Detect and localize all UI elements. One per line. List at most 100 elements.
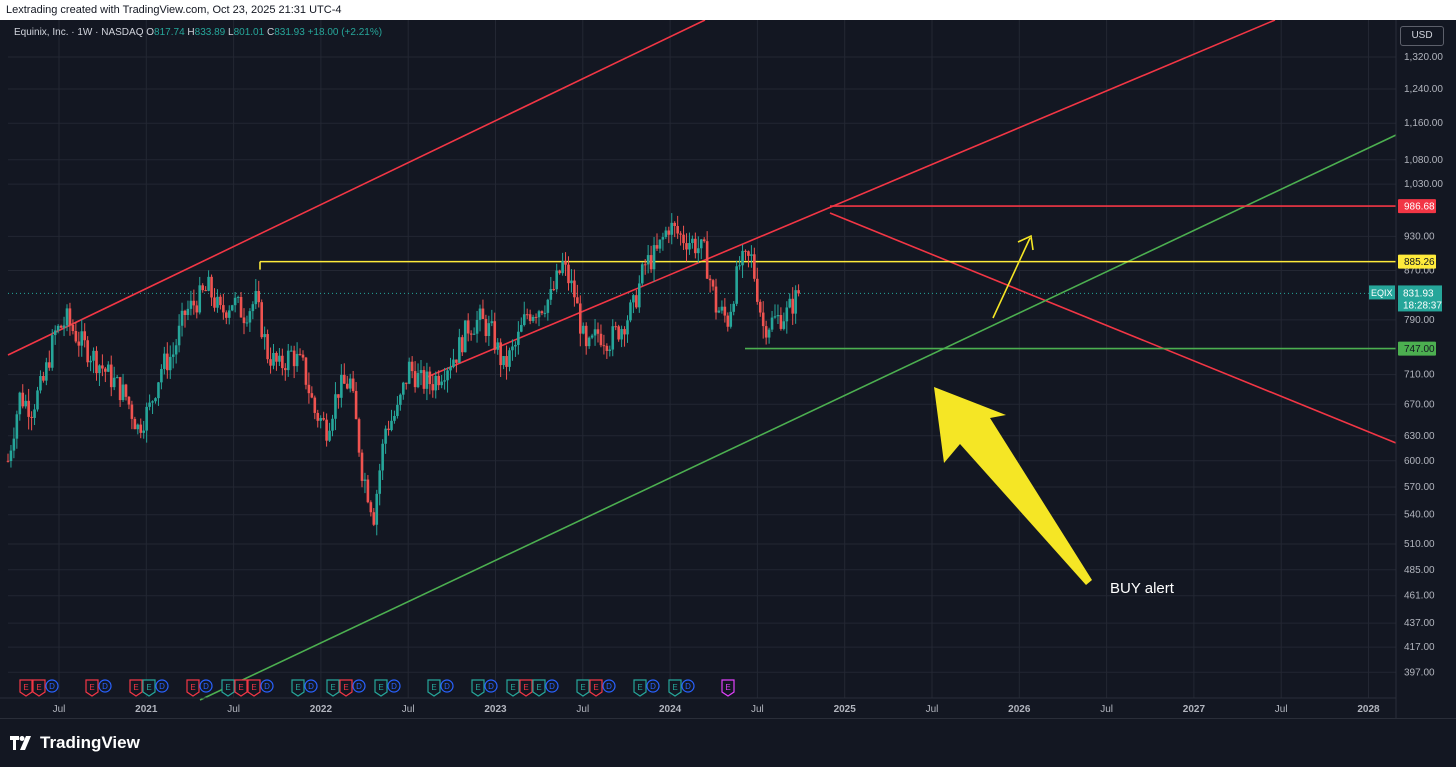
candle-body-130: [390, 420, 393, 431]
candle-244: [726, 312, 730, 332]
candle-96: [289, 345, 293, 352]
event-marker-18: D: [352, 679, 366, 693]
candle-body-199: [593, 329, 597, 336]
candle-body-236: [702, 239, 706, 242]
candle-203: [605, 343, 609, 359]
candle-230: [685, 233, 688, 262]
time-tick-label-9: 2025: [834, 704, 857, 715]
candle-33: [104, 366, 107, 383]
tradingview-brand: TradingView: [40, 733, 140, 752]
candle-263: [782, 312, 786, 331]
candle-body-108: [325, 419, 328, 441]
candle-254: [756, 267, 759, 305]
earnings-marker-text-19: E: [378, 683, 383, 692]
candle-body-41: [127, 396, 131, 405]
currency-button[interactable]: USD: [1400, 26, 1444, 46]
candle-body-257: [764, 326, 768, 338]
event-marker-20: D: [387, 679, 401, 693]
candle-227: [676, 215, 679, 239]
buy-alert-arrow: [934, 387, 1092, 585]
candle-218: [649, 245, 653, 273]
candle-176: [525, 308, 529, 320]
candle-body-160: [478, 308, 482, 320]
candle-body-5: [21, 392, 25, 407]
candle-16: [53, 325, 57, 345]
candle-122: [366, 475, 370, 504]
candle-29: [92, 347, 95, 374]
time-tick-label-5: 2023: [484, 704, 507, 715]
candle-body-42: [130, 404, 134, 419]
candle-body-109: [328, 430, 331, 441]
price-axis-bg: [1396, 20, 1456, 718]
candle-body-157: [469, 333, 473, 335]
candle-body-183: [546, 299, 550, 313]
candle-body-23: [74, 330, 78, 342]
candle-body-135: [404, 382, 408, 384]
candle-225: [670, 213, 674, 245]
candle-body-238: [708, 278, 712, 281]
dividend-marker-4: [98, 679, 112, 693]
candle-body-148: [443, 380, 446, 382]
candle-body-247: [735, 266, 738, 304]
dividend-marker-text-24: D: [488, 682, 494, 691]
candle-body-93: [281, 355, 284, 369]
candle-6: [24, 394, 27, 409]
earnings-marker-text-8: E: [190, 683, 195, 692]
candle-7: [27, 388, 30, 430]
candle-body-208: [620, 329, 623, 340]
candle-body-30: [95, 350, 98, 374]
tradingview-logo[interactable]: TradingView: [10, 733, 140, 753]
candle-body-190: [567, 264, 570, 284]
earnings-marker-text-11: E: [238, 683, 243, 692]
price-chart[interactable]: 1,320.00 1,240.00 1,160.00 1,080.00 1,030.00…: [0, 19, 1456, 718]
candle-210: [626, 315, 629, 343]
candle-262: [779, 307, 783, 331]
candle-193: [576, 284, 579, 304]
candle-104: [313, 395, 317, 420]
earnings-marker-23: [471, 679, 485, 697]
symbol-legend: Equinix, Inc. · 1W · NASDAQ O817.74 H833…: [14, 27, 382, 38]
dividend-marker-text-33: D: [650, 682, 656, 691]
earnings-marker-text-23: E: [475, 683, 480, 692]
candle-46: [142, 420, 145, 439]
candle-body-260: [773, 316, 777, 318]
time-tick-label-11: 2026: [1008, 704, 1031, 715]
candle-body-79: [239, 296, 243, 318]
candle-141: [422, 366, 426, 394]
candle-body-64: [195, 305, 199, 313]
candle-body-145: [434, 375, 438, 391]
candle-178: [531, 314, 535, 323]
candle-125: [375, 489, 379, 536]
candle-body-217: [646, 255, 650, 265]
price-tick-label-5: 930.00: [1404, 231, 1435, 242]
candle-188: [561, 252, 564, 276]
dividend-marker-text-31: D: [606, 682, 612, 691]
candle-body-220: [655, 245, 659, 249]
dividend-marker-28: [545, 679, 559, 693]
candle-13: [45, 357, 48, 386]
chart-canvas[interactable]: 1,320.00 1,240.00 1,160.00 1,080.00 1,030.00…: [0, 19, 1456, 718]
candle-body-235: [699, 239, 703, 249]
candle-47: [145, 402, 148, 443]
price-axis: 1,320.00 1,240.00 1,160.00 1,080.00 1,030.00…: [1369, 20, 1456, 718]
earnings-marker-21: [427, 679, 441, 697]
candle-211: [629, 299, 632, 323]
candle-72: [219, 294, 222, 310]
candle-27: [86, 336, 89, 367]
time-tick-label-10: Jul: [926, 704, 939, 715]
candle-213: [635, 289, 638, 309]
candle-249: [741, 244, 744, 278]
candle-body-80: [242, 317, 246, 324]
candle-268: [797, 284, 800, 297]
candle-114: [343, 363, 346, 384]
candle-body-87: [263, 334, 266, 338]
candle-127: [381, 439, 384, 480]
chart-caption-bar: Lextrading created with TradingView.com,…: [0, 0, 1456, 20]
candle-41: [127, 396, 131, 410]
candle-body-182: [543, 312, 547, 314]
candle-109: [328, 422, 331, 442]
price-tick-label-6: 870.00: [1404, 266, 1435, 277]
candle-189: [564, 252, 567, 276]
candle-35: [109, 355, 113, 397]
earnings-marker-text-6: E: [146, 683, 151, 692]
